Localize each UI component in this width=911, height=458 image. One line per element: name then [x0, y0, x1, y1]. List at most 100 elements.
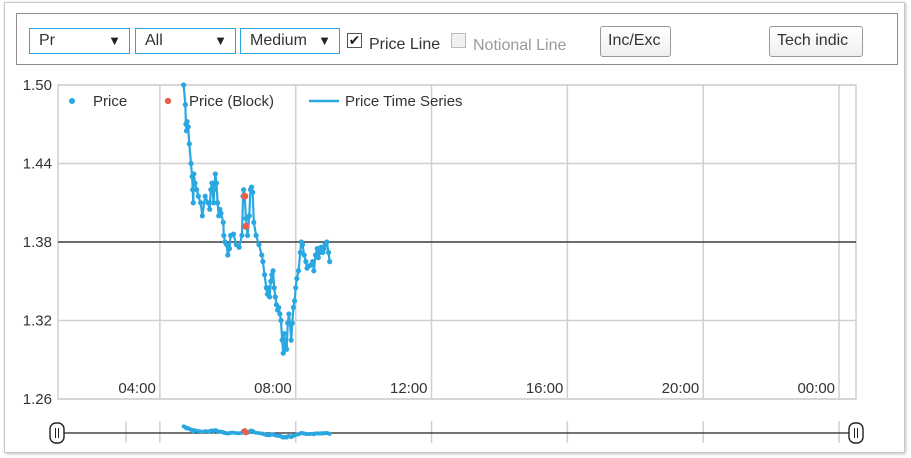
chevron-down-icon: ▼	[318, 33, 331, 48]
axis-labels: 1.50 1.44 1.38 1.32 1.26 04:00 08:00 12:00 16:00…	[23, 77, 835, 408]
price-point	[320, 249, 326, 256]
navigator-block-point	[242, 429, 249, 436]
price-point	[225, 252, 231, 258]
price-point	[267, 294, 273, 300]
price-point	[310, 259, 316, 265]
price-point	[241, 187, 247, 193]
y-tick-label: 1.44	[23, 156, 52, 173]
price-point	[253, 232, 259, 239]
price-point	[194, 187, 200, 193]
price-point	[286, 311, 292, 317]
x-tick-label: 12:00	[390, 380, 428, 397]
price-point	[307, 262, 313, 269]
price-point	[202, 193, 208, 199]
price-point	[211, 187, 217, 193]
price-point	[195, 193, 201, 199]
filter-select-value: All	[145, 32, 163, 49]
price-point	[293, 285, 299, 291]
price-point	[212, 171, 218, 177]
navigator-point	[305, 432, 310, 437]
x-tick-label: 20:00	[662, 380, 700, 397]
x-tick-label: 04:00	[118, 380, 156, 397]
price-point	[265, 285, 272, 291]
x-tick-label: 16:00	[526, 380, 564, 397]
legend-series-label: Price Time Series	[345, 93, 463, 110]
filter-select[interactable]: All ▼	[135, 28, 236, 54]
navigator-point	[307, 431, 312, 436]
legend-price-label: Price	[93, 93, 127, 110]
price-point	[190, 200, 196, 206]
price-point	[191, 171, 197, 177]
navigator-left-handle[interactable]	[49, 422, 65, 444]
price-point	[209, 180, 215, 186]
price-point	[211, 200, 217, 206]
x-tick-label: 08:00	[254, 380, 292, 397]
price-point	[268, 278, 274, 284]
price-point	[280, 350, 286, 356]
y-tick-label: 1.50	[23, 77, 52, 94]
price-point	[188, 160, 194, 167]
price-time-series-line	[182, 84, 331, 355]
size-select-value: Medium	[250, 32, 307, 49]
price-point	[182, 102, 188, 108]
price-point	[236, 244, 242, 250]
price-point	[192, 180, 198, 186]
series-layer	[181, 82, 333, 356]
x-tick-label: 00:00	[797, 380, 835, 397]
navigator-right-handle[interactable]	[848, 422, 864, 444]
price-point	[279, 337, 285, 343]
legend-price-marker	[69, 98, 75, 104]
price-point	[213, 180, 220, 186]
price-point	[261, 272, 268, 278]
navigator-point	[327, 431, 332, 436]
price-point	[250, 189, 256, 195]
inc-exc-button[interactable]: Inc/Exc	[600, 26, 671, 57]
price-point	[224, 242, 230, 248]
price-point	[199, 213, 205, 219]
size-select[interactable]: Medium ▼	[240, 28, 340, 54]
price-point	[230, 231, 237, 237]
price-type-select[interactable]: Pr ▼	[29, 28, 130, 54]
price-point	[183, 128, 190, 134]
price-point	[270, 268, 276, 274]
price-point	[327, 259, 333, 265]
price-point	[289, 320, 295, 326]
price-block-point	[242, 222, 250, 230]
price-point	[324, 239, 330, 245]
range-navigator[interactable]	[49, 421, 864, 444]
navigator-point	[228, 430, 233, 435]
price-type-select-value: Pr	[39, 32, 55, 49]
chart-toolbar: Pr ▼ All ▼ Medium ▼ ✔ Price Line Notiona…	[16, 13, 898, 65]
price-point	[185, 124, 191, 130]
price-point	[294, 276, 300, 282]
price-line-checkbox[interactable]: ✔	[347, 32, 362, 48]
notional-line-checkbox[interactable]	[451, 33, 466, 48]
price-point	[271, 285, 277, 291]
price-point	[218, 210, 224, 216]
price-line-label: Price Line	[369, 36, 441, 53]
price-point	[251, 219, 257, 225]
price-point	[321, 245, 327, 252]
price-chart[interactable]: 1.50 1.44 1.38 1.32 1.26 04:00 08:00 12:00 16:00…	[5, 3, 904, 452]
chevron-down-icon: ▼	[108, 33, 121, 48]
chart-legend[interactable]: Price Price (Block) Price Time Series	[69, 93, 463, 110]
navigator-point	[234, 431, 239, 436]
price-point	[217, 206, 223, 212]
price-point	[291, 298, 298, 304]
price-point	[198, 200, 204, 206]
price-point	[277, 311, 283, 317]
price-point	[205, 200, 211, 206]
legend-block-label: Price (Block)	[189, 93, 274, 110]
tech-indicators-button[interactable]: Tech indic	[769, 26, 863, 57]
chart-container: Pr ▼ All ▼ Medium ▼ ✔ Price Line Notiona…	[4, 2, 905, 453]
price-point	[221, 232, 227, 239]
price-point	[215, 200, 221, 206]
price-point	[186, 141, 192, 147]
price-point	[288, 337, 294, 343]
price-point	[278, 317, 284, 324]
price-point	[184, 119, 190, 125]
price-point	[315, 255, 321, 261]
price-point	[297, 249, 303, 256]
price-point	[314, 245, 320, 252]
price-point	[244, 232, 251, 239]
